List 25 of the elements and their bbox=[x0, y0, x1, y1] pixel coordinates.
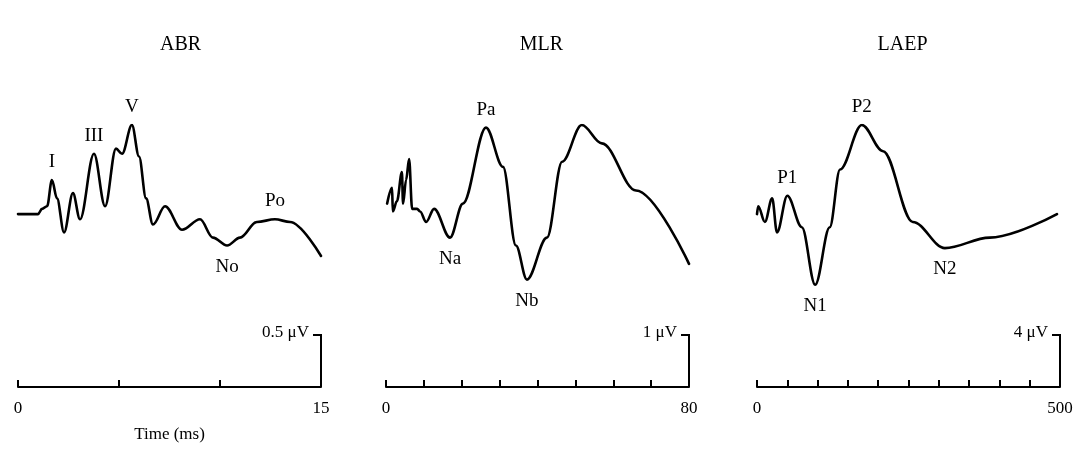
chart-title: LAEP bbox=[877, 32, 928, 54]
x-axis-title: Time (ms) bbox=[134, 424, 205, 443]
x-tick-label: 80 bbox=[680, 398, 698, 417]
annotation: Na bbox=[438, 246, 462, 268]
x-tick-label: 500 bbox=[1047, 398, 1073, 417]
chart-title: MLR bbox=[519, 32, 564, 54]
x-tick-label: 0 bbox=[381, 398, 391, 417]
annotation: Pa bbox=[476, 97, 497, 119]
annotation: 1 μV bbox=[642, 322, 677, 342]
annotation: Nb bbox=[515, 288, 539, 310]
x-tick-label: 0 bbox=[752, 398, 762, 417]
annotation: No bbox=[215, 254, 239, 276]
annotation: I bbox=[48, 150, 56, 172]
annotation: Po bbox=[264, 189, 285, 211]
annotation: P2 bbox=[851, 95, 872, 116]
annotation: N1 bbox=[803, 293, 827, 315]
annotation: 0.5 μV bbox=[262, 322, 309, 342]
annotation: III bbox=[84, 123, 104, 145]
x-tick-label: 15 bbox=[312, 398, 330, 417]
chart-title: ABR bbox=[159, 32, 202, 54]
annotation: P1 bbox=[777, 165, 798, 187]
annotation: 4 μV bbox=[1013, 322, 1048, 342]
annotation: N2 bbox=[933, 257, 957, 279]
x-tick-label: 0 bbox=[13, 398, 23, 417]
annotation: V bbox=[125, 95, 140, 116]
